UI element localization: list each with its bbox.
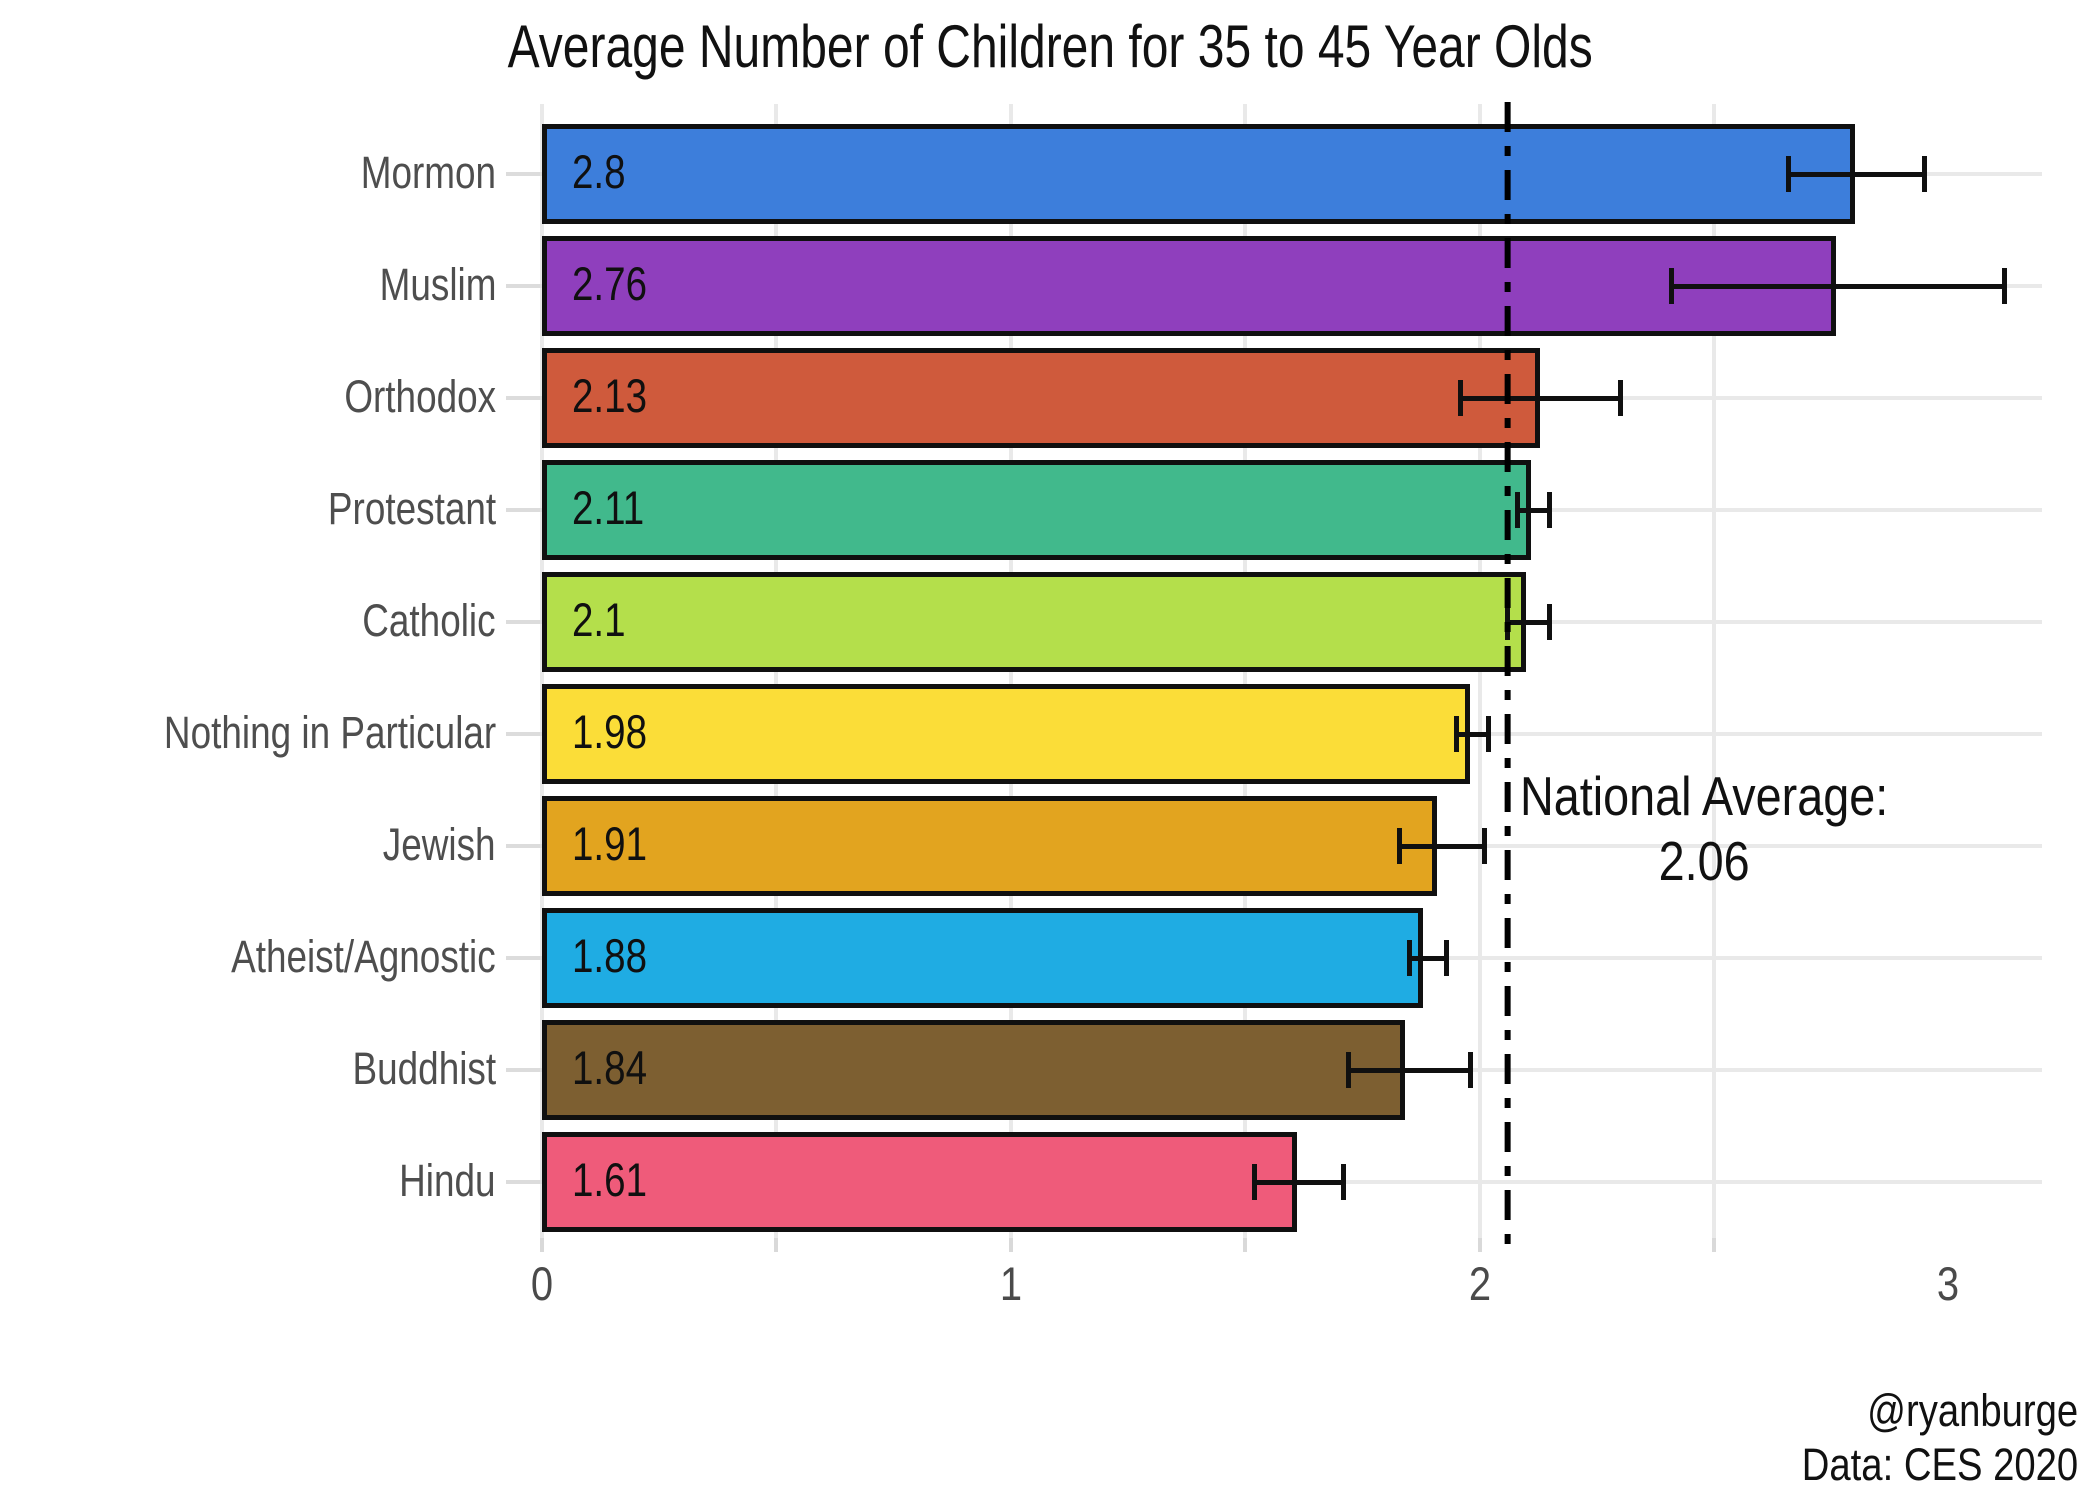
x-gridline: [1711, 104, 1716, 1238]
bar-value-label: 1.61: [572, 1153, 648, 1206]
category-label: Muslim: [379, 259, 496, 310]
y-axis-tick: [506, 172, 542, 176]
category-label: Catholic: [362, 595, 496, 646]
error-bar-cap-low: [1397, 828, 1403, 864]
bar-value-label: 1.88: [572, 929, 648, 982]
error-bar-cap-high: [1547, 492, 1553, 528]
error-bar: [1399, 843, 1485, 849]
x-axis-tick: [774, 1238, 779, 1252]
bar-value-label: 2.1: [572, 593, 626, 646]
chart-title-text: Average Number of Children for 35 to 45 …: [507, 13, 1593, 80]
error-bar-cap-high: [1922, 156, 1928, 192]
x-axis-tick-label: 1: [999, 1257, 1022, 1310]
error-bar-cap-high: [1467, 1052, 1473, 1088]
y-axis-tick: [506, 956, 542, 960]
chart-title: Average Number of Children for 35 to 45 …: [0, 12, 2100, 81]
y-axis-tick: [506, 732, 542, 736]
y-axis-tick: [506, 1068, 542, 1072]
error-bar: [1788, 171, 1925, 177]
bar-value-label: 1.91: [572, 817, 648, 870]
bar: [542, 1132, 1297, 1232]
error-bar: [1456, 731, 1489, 737]
error-bar-cap-low: [1514, 492, 1520, 528]
error-bar: [1348, 1067, 1471, 1073]
bar: [542, 908, 1424, 1008]
error-bar-cap-low: [1453, 716, 1459, 752]
x-axis-tick-label: 0: [530, 1257, 554, 1310]
y-axis-tick: [506, 508, 542, 512]
bar: [542, 796, 1438, 896]
error-bar: [1409, 955, 1447, 961]
y-axis-tick: [506, 844, 542, 848]
x-axis-tick: [1477, 1238, 1482, 1252]
category-label: Buddhist: [352, 1043, 496, 1094]
bar: [542, 236, 1836, 336]
error-bar-cap-low: [1406, 940, 1412, 976]
bar-value-label: 2.11: [572, 481, 645, 534]
attribution-handle: @ryanburge: [1866, 1385, 2078, 1436]
y-axis-tick: [506, 1180, 542, 1184]
category-label: Jewish: [383, 819, 496, 870]
y-axis-tick: [506, 396, 542, 400]
bar: [542, 1020, 1405, 1120]
error-bar-cap-high: [1486, 716, 1492, 752]
national-average-label: National Average: 2.06: [1520, 764, 1888, 894]
x-axis-tick: [1711, 1238, 1716, 1252]
category-label: Protestant: [327, 483, 496, 534]
bar-value-label: 2.76: [572, 257, 648, 310]
bar-value-label: 2.13: [572, 369, 648, 422]
error-bar-cap-low: [1458, 380, 1464, 416]
bar: [542, 348, 1541, 448]
national-average-label-line2: 2.06: [1658, 829, 1750, 892]
attribution-source: Data: CES 2020: [1801, 1439, 2078, 1490]
y-axis-tick: [506, 284, 542, 288]
error-bar-cap-low: [1345, 1052, 1351, 1088]
category-label: Nothing in Particular: [163, 707, 496, 758]
bar: [542, 460, 1532, 560]
error-bar: [1507, 619, 1550, 625]
x-axis-tick-label: 3: [1937, 1257, 1960, 1310]
x-axis-tick: [1243, 1238, 1248, 1252]
error-bar: [1671, 283, 2005, 289]
category-label: Atheist/Agnostic: [231, 931, 496, 982]
category-label: Mormon: [360, 147, 496, 198]
error-bar-cap-high: [1617, 380, 1623, 416]
error-bar: [1517, 507, 1550, 513]
category-label: Hindu: [399, 1155, 496, 1206]
category-label: Orthodox: [344, 371, 496, 422]
x-axis-tick: [1008, 1238, 1013, 1252]
x-axis-tick-label: 2: [1468, 1257, 1491, 1310]
error-bar-cap-high: [2002, 268, 2007, 304]
error-bar-cap-high: [1547, 604, 1553, 640]
national-average-label-line1: National Average:: [1520, 765, 1889, 827]
attribution: @ryanburge Data: CES 2020: [1802, 1384, 2078, 1492]
bar-value-label: 1.84: [572, 1041, 648, 1094]
bar: [542, 124, 1855, 224]
bar-value-label: 1.98: [572, 705, 648, 758]
error-bar-cap-low: [1786, 156, 1792, 192]
bar: [542, 572, 1527, 672]
error-bar-cap-low: [1252, 1164, 1257, 1200]
error-bar-cap-high: [1481, 828, 1487, 864]
error-bar-cap-high: [1444, 940, 1450, 976]
y-axis-tick: [506, 620, 542, 624]
bar-value-label: 2.8: [572, 145, 626, 198]
error-bar: [1460, 395, 1621, 401]
x-axis-tick: [540, 1238, 544, 1252]
error-bar-cap-high: [1341, 1164, 1347, 1200]
bar: [542, 684, 1471, 784]
error-bar-cap-low: [1669, 268, 1675, 304]
error-bar: [1254, 1179, 1344, 1185]
